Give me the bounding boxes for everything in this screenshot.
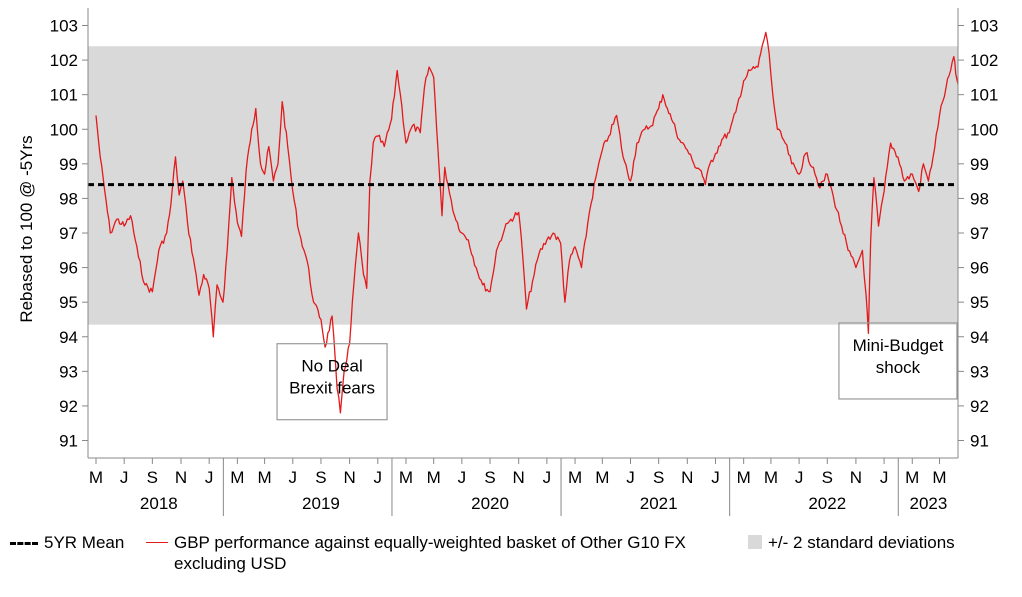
x-tick-label: J xyxy=(374,468,383,487)
x-tick-label: M xyxy=(427,468,441,487)
x-tick-label: M xyxy=(89,468,103,487)
legend-series: GBP performance against equally-weighted… xyxy=(146,532,736,574)
y-tick-label-left: 98 xyxy=(59,189,78,208)
x-tick-label: N xyxy=(850,468,862,487)
legend-band-label: +/- 2 standard deviations xyxy=(768,533,955,552)
legend-mean: 5YR Mean xyxy=(10,532,124,553)
legend-band: +/- 2 standard deviations xyxy=(748,532,955,553)
x-tick-label: J xyxy=(711,468,720,487)
y-tick-label-left: 94 xyxy=(59,328,78,347)
year-label: 2023 xyxy=(910,494,948,513)
y-tick-label-right: 97 xyxy=(970,224,989,243)
y-tick-label-right: 94 xyxy=(970,328,989,347)
x-tick-label: S xyxy=(315,468,326,487)
x-tick-label: N xyxy=(343,468,355,487)
x-tick-label: J xyxy=(458,468,467,487)
x-tick-label: S xyxy=(484,468,495,487)
x-tick-label: J xyxy=(120,468,129,487)
y-tick-label-left: 103 xyxy=(50,17,78,36)
series-line-0 xyxy=(95,31,959,414)
y-tick-label-right: 101 xyxy=(970,86,998,105)
y-tick-label-left: 102 xyxy=(50,51,78,70)
y-tick-label-left: 95 xyxy=(59,293,78,312)
chart: 91 91 92 92 93 93 94 94 95 95 96 96 97 97 98 98 99 99 100 1… xyxy=(17,8,998,516)
x-tick-label: N xyxy=(175,468,187,487)
year-label: 2021 xyxy=(640,494,678,513)
year-label: 2022 xyxy=(808,494,846,513)
x-tick-label: S xyxy=(822,468,833,487)
x-tick-label: M xyxy=(932,468,946,487)
mean-line-swatch xyxy=(10,542,38,545)
x-tick-label: M xyxy=(737,468,751,487)
year-label: 2019 xyxy=(302,494,340,513)
y-tick-label-right: 95 xyxy=(970,293,989,312)
x-tick-label: J xyxy=(205,468,214,487)
x-tick-label: M xyxy=(595,468,609,487)
x-tick-label: J xyxy=(543,468,552,487)
y-axis-title: Rebased to 100 @ -5Yrs xyxy=(17,135,36,322)
axes: 91 91 92 92 93 93 94 94 95 95 96 96 97 97 98 98 99 99 100 1… xyxy=(17,8,998,516)
annotation-text: No Deal xyxy=(301,357,362,376)
y-tick-label-right: 100 xyxy=(970,120,998,139)
annotation-text: shock xyxy=(876,358,921,377)
y-tick-label-left: 101 xyxy=(50,86,78,105)
y-tick-label-right: 91 xyxy=(970,432,989,451)
y-tick-label-left: 97 xyxy=(59,224,78,243)
x-tick-label: M xyxy=(399,468,413,487)
year-label: 2018 xyxy=(140,494,178,513)
x-tick-label: M xyxy=(764,468,778,487)
x-tick-label: N xyxy=(681,468,693,487)
y-tick-label-left: 92 xyxy=(59,397,78,416)
y-tick-label-right: 102 xyxy=(970,51,998,70)
y-tick-label-right: 99 xyxy=(970,155,989,174)
x-tick-label: M xyxy=(258,468,272,487)
x-tick-label: M xyxy=(230,468,244,487)
y-tick-label-left: 99 xyxy=(59,155,78,174)
x-tick-label: N xyxy=(513,468,525,487)
annotations: No Deal Brexit fears Mini-Budget shock xyxy=(276,322,958,421)
annotation-box xyxy=(838,322,958,400)
y-tick-label-left: 96 xyxy=(59,259,78,278)
legend: 5YR Mean GBP performance against equally… xyxy=(10,532,1010,582)
x-tick-label: S xyxy=(653,468,664,487)
x-tick-label: J xyxy=(880,468,889,487)
y-tick-label-right: 96 xyxy=(970,259,989,278)
series-line-swatch xyxy=(146,542,168,543)
plot-area xyxy=(88,31,959,414)
x-tick-label: M xyxy=(905,468,919,487)
legend-series-label: GBP performance against equally-weighted… xyxy=(174,533,686,573)
y-tick-label-right: 103 xyxy=(970,17,998,36)
x-tick-label: J xyxy=(795,468,804,487)
y-tick-label-left: 91 xyxy=(59,432,78,451)
y-tick-label-left: 100 xyxy=(50,120,78,139)
y-tick-label-right: 93 xyxy=(970,362,989,381)
legend-mean-label: 5YR Mean xyxy=(44,533,125,552)
year-label: 2020 xyxy=(471,494,509,513)
x-tick-label: S xyxy=(147,468,158,487)
y-tick-label-right: 92 xyxy=(970,397,989,416)
annotation-text: Mini-Budget xyxy=(853,336,944,355)
x-tick-label: J xyxy=(626,468,635,487)
y-tick-label-right: 98 xyxy=(970,189,989,208)
x-tick-label: J xyxy=(289,468,298,487)
y-tick-label-left: 93 xyxy=(59,362,78,381)
x-tick-label: M xyxy=(568,468,582,487)
annotation-box xyxy=(276,343,388,421)
annotation-text: Brexit fears xyxy=(289,379,375,398)
band-swatch xyxy=(748,535,762,549)
